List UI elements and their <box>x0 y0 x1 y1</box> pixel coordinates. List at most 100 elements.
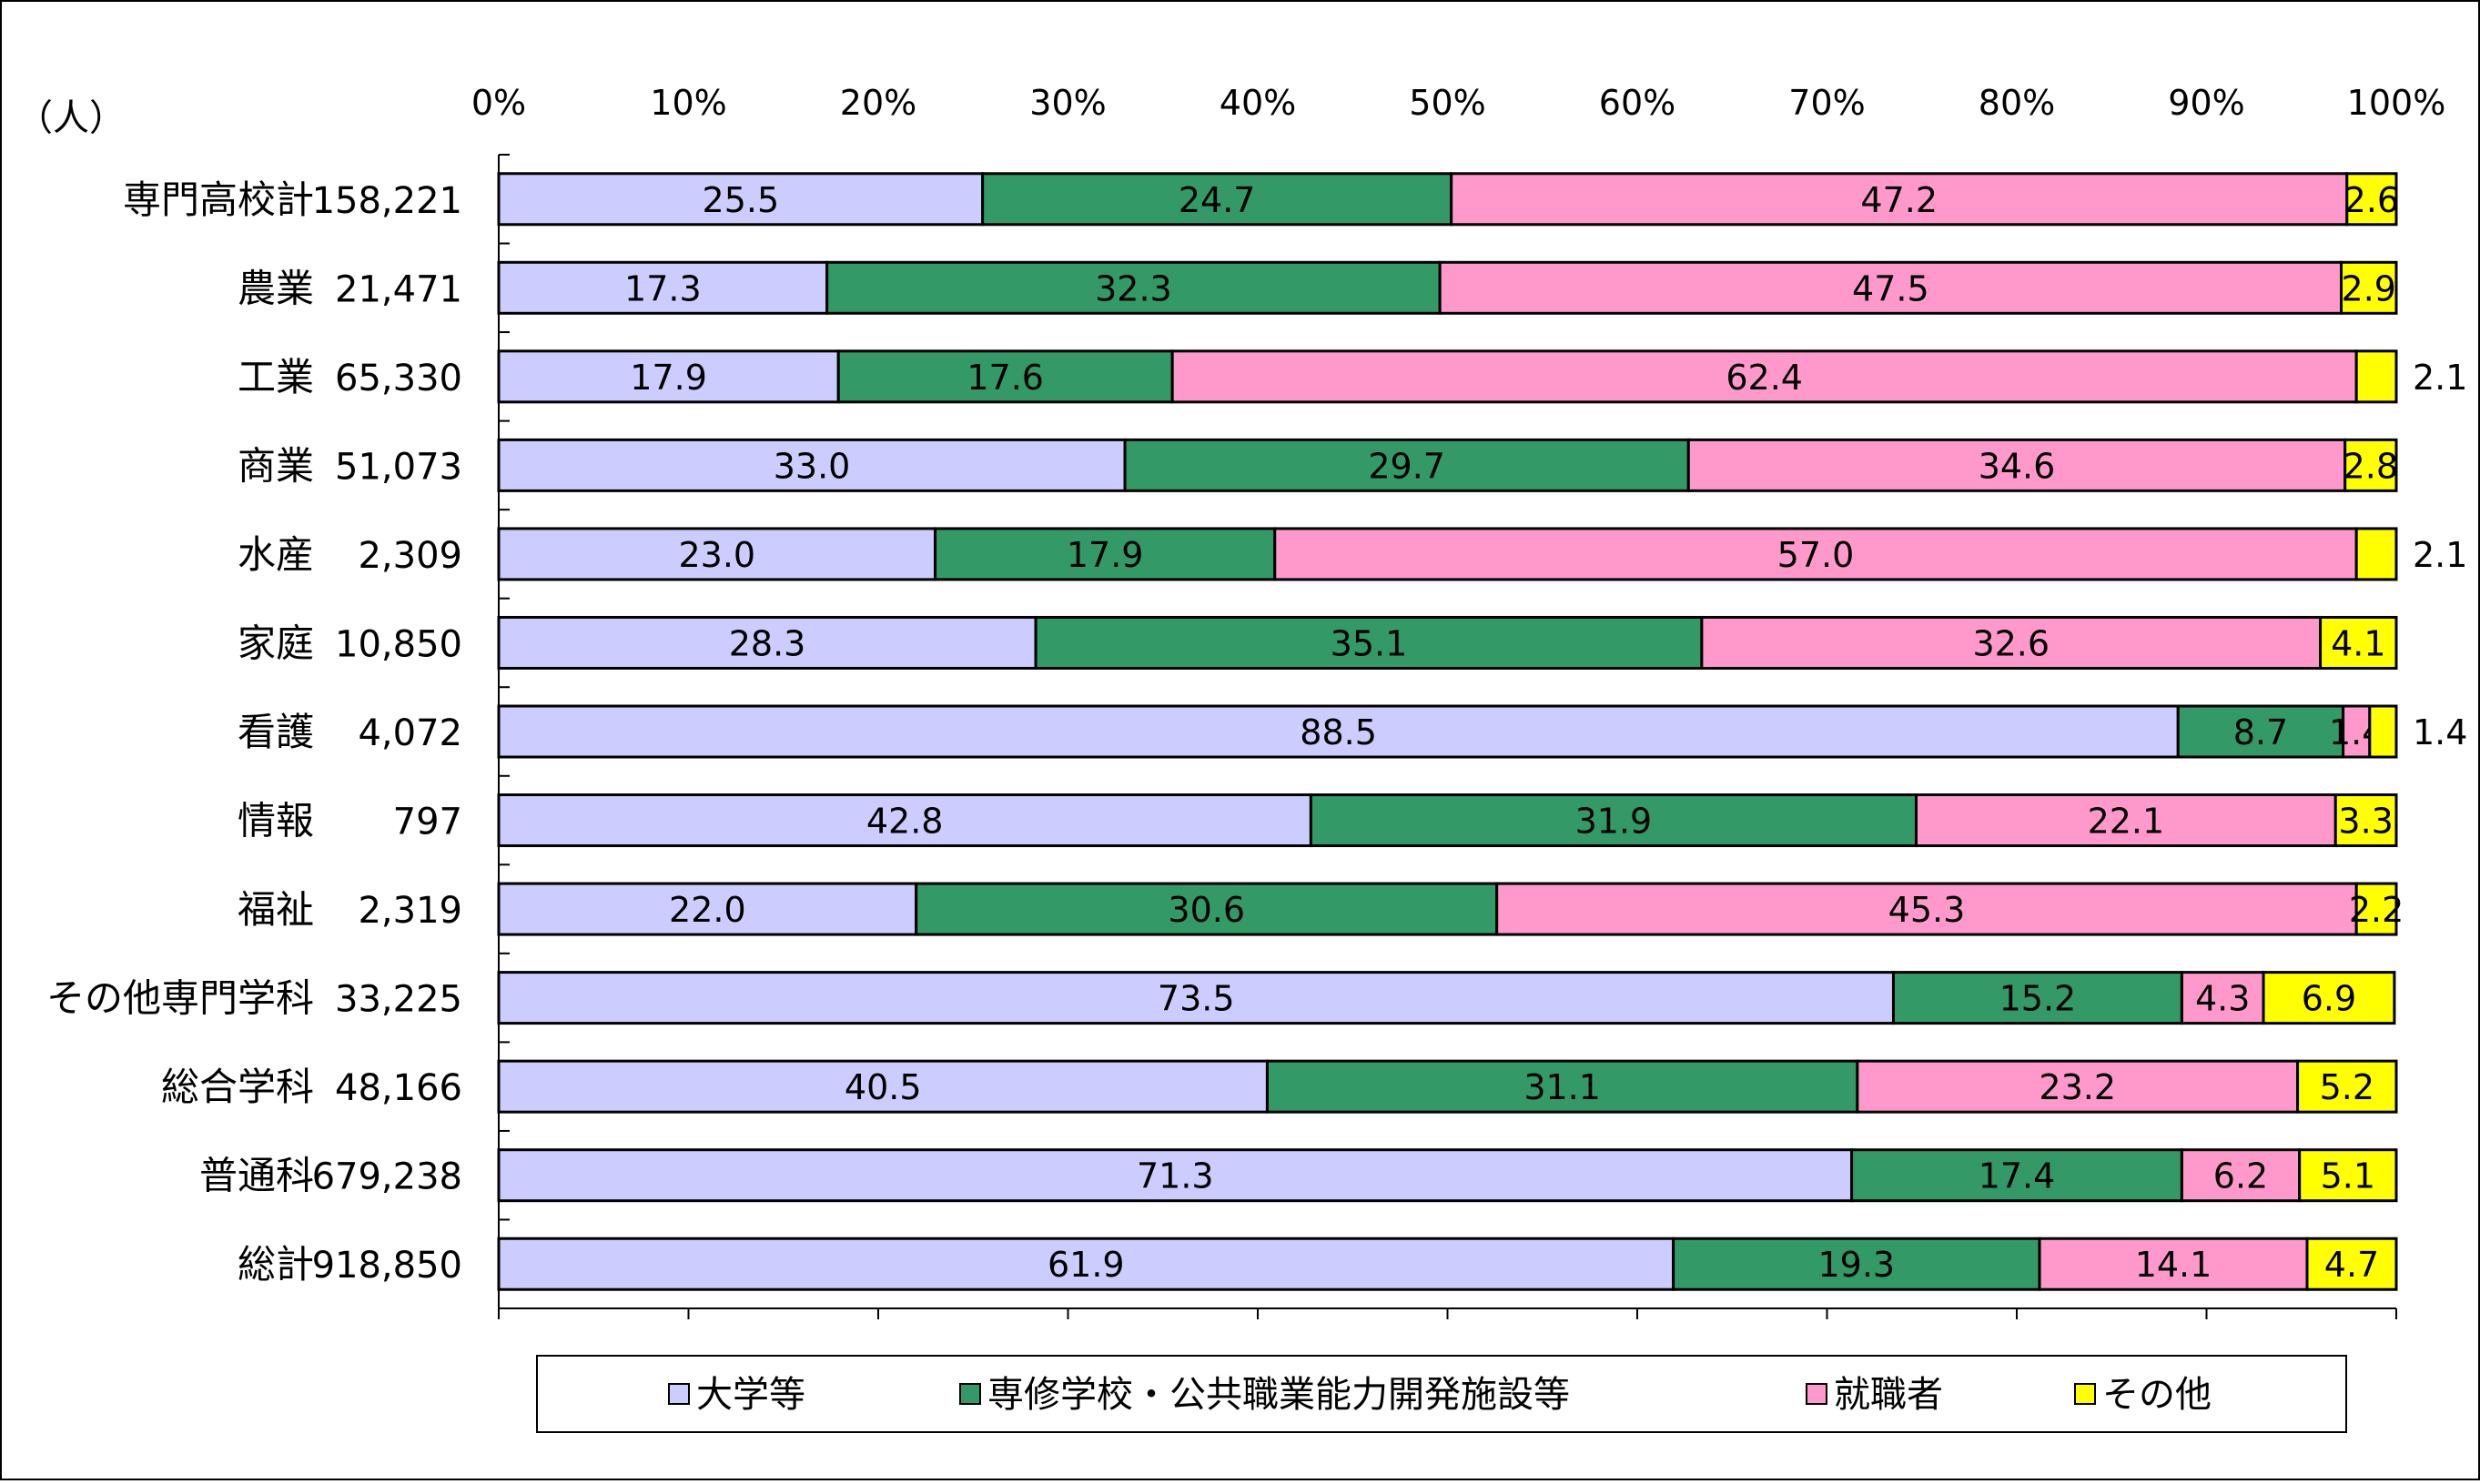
data-label: 22.1 <box>2088 802 2165 842</box>
bar-segment <box>2319 615 2398 670</box>
legend-swatch <box>959 1383 981 1405</box>
bar-segment <box>2262 971 2396 1025</box>
category-count: 33,225 <box>335 979 462 1021</box>
data-label: 35.1 <box>1331 623 1408 663</box>
data-label: 4.3 <box>2195 979 2250 1019</box>
category-count: 2,309 <box>358 535 462 577</box>
bar-segment <box>1495 882 2358 936</box>
data-label: 2.1 <box>2413 358 2467 398</box>
bar-segment <box>2354 527 2398 581</box>
legend-swatch <box>2074 1383 2096 1405</box>
bar-segment <box>2342 704 2372 759</box>
bar-segment <box>2296 1059 2398 1114</box>
bar-segment <box>1273 527 2358 581</box>
bar-segment <box>915 882 1499 936</box>
category-count: 2,319 <box>358 890 462 932</box>
data-label: 2.1 <box>2413 535 2467 575</box>
data-label: 57.0 <box>1777 535 1855 575</box>
data-label: 23.2 <box>2039 1067 2116 1107</box>
data-label: 2.2 <box>2349 890 2404 930</box>
data-label: 17.9 <box>1067 535 1144 575</box>
data-label: 3.3 <box>2338 802 2393 842</box>
data-label: 30.6 <box>1168 890 1245 930</box>
category-label: 家庭 <box>238 621 314 665</box>
data-label: 5.1 <box>2321 1156 2375 1196</box>
data-label: 47.5 <box>1852 268 1929 308</box>
data-label: 4.1 <box>2331 623 2385 663</box>
data-label: 23.0 <box>678 535 755 575</box>
data-label: 29.7 <box>1368 446 1445 486</box>
x-tick-label: 20% <box>840 83 916 123</box>
bar-segment <box>2354 349 2398 404</box>
legend-label: 専修学校・公共職業能力開発施設等 <box>987 1374 1570 1416</box>
data-label: 19.3 <box>1818 1245 1896 1285</box>
bar-segment <box>1686 438 2347 492</box>
bar-segment <box>497 1148 1854 1203</box>
legend-label: 就職者 <box>1834 1374 1943 1416</box>
x-tick-label: 60% <box>1599 83 1675 123</box>
data-label: 6.2 <box>2213 1156 2268 1196</box>
data-label: 32.3 <box>1095 268 1172 308</box>
bar-segment <box>497 260 829 315</box>
x-tick-label: 80% <box>1979 83 2055 123</box>
x-tick-label: 30% <box>1029 83 1106 123</box>
data-label: 73.5 <box>1158 979 1235 1019</box>
bar-segment <box>1891 971 2183 1025</box>
data-label: 15.2 <box>1999 979 2077 1019</box>
data-label: 4.7 <box>2324 1245 2379 1285</box>
category-label: 総合学科 <box>161 1065 314 1109</box>
data-label: 47.2 <box>1860 180 1938 220</box>
data-label: 45.3 <box>1888 890 1966 930</box>
legend-swatch <box>668 1383 690 1405</box>
legend-label: その他 <box>2102 1374 2212 1416</box>
bar-segment <box>497 615 1038 670</box>
legend-label: 大学等 <box>696 1374 805 1416</box>
data-label: 61.9 <box>1048 1245 1125 1285</box>
bar-segment <box>2368 704 2398 759</box>
category-label: 総計 <box>238 1242 314 1287</box>
data-label: 5.2 <box>2320 1067 2374 1107</box>
data-label: 34.6 <box>1979 446 2056 486</box>
bar-segment <box>2038 1237 2309 1291</box>
category-label: 福祉 <box>238 887 314 932</box>
data-label: 28.3 <box>729 623 806 663</box>
x-tick-label: 0% <box>471 83 526 123</box>
bar-segment <box>1450 172 2349 227</box>
data-label: 42.8 <box>866 802 944 842</box>
data-label: 17.3 <box>624 268 702 308</box>
category-count: 21,471 <box>335 268 462 310</box>
data-label: 71.3 <box>1137 1156 1214 1196</box>
category-label: 情報 <box>238 799 314 843</box>
category-label: 専門高校計 <box>123 177 314 222</box>
data-label: 17.9 <box>630 358 707 398</box>
data-label: 40.5 <box>845 1067 922 1107</box>
x-tick-label: 100% <box>2347 83 2446 123</box>
bar-segment <box>497 793 1312 848</box>
bar-segment <box>497 349 840 404</box>
data-label: 6.9 <box>2302 979 2356 1019</box>
x-tick-label: 90% <box>2168 83 2244 123</box>
plot-area: 25.5 24.7 47.2 2.6 17.3 32.3 47.5 2.9 17.9 17.6 62… <box>497 154 2467 1319</box>
unit-label: （人） <box>16 97 126 139</box>
category-label: 普通科 <box>199 1154 314 1198</box>
data-label: 8.7 <box>2233 712 2288 752</box>
category-count: 679,238 <box>312 1156 462 1198</box>
data-label: 33.0 <box>774 446 851 486</box>
data-label: 14.1 <box>2135 1245 2212 1285</box>
bar-segment <box>2305 1237 2398 1291</box>
category-count: 918,850 <box>312 1245 462 1287</box>
category-label: 商業 <box>238 443 314 488</box>
bar-segment <box>1850 1148 2183 1203</box>
bar-segment <box>2333 793 2398 848</box>
bar-segment <box>2343 438 2398 492</box>
bar-segment <box>2180 1148 2302 1203</box>
bar-segment <box>2345 172 2398 227</box>
category-count: 65,330 <box>335 358 462 399</box>
category-label: 農業 <box>238 266 314 310</box>
data-label: 31.1 <box>1523 1067 1601 1107</box>
category-label: 看護 <box>238 710 314 754</box>
category-count: 10,850 <box>335 623 462 665</box>
category-count: 797 <box>393 802 462 843</box>
